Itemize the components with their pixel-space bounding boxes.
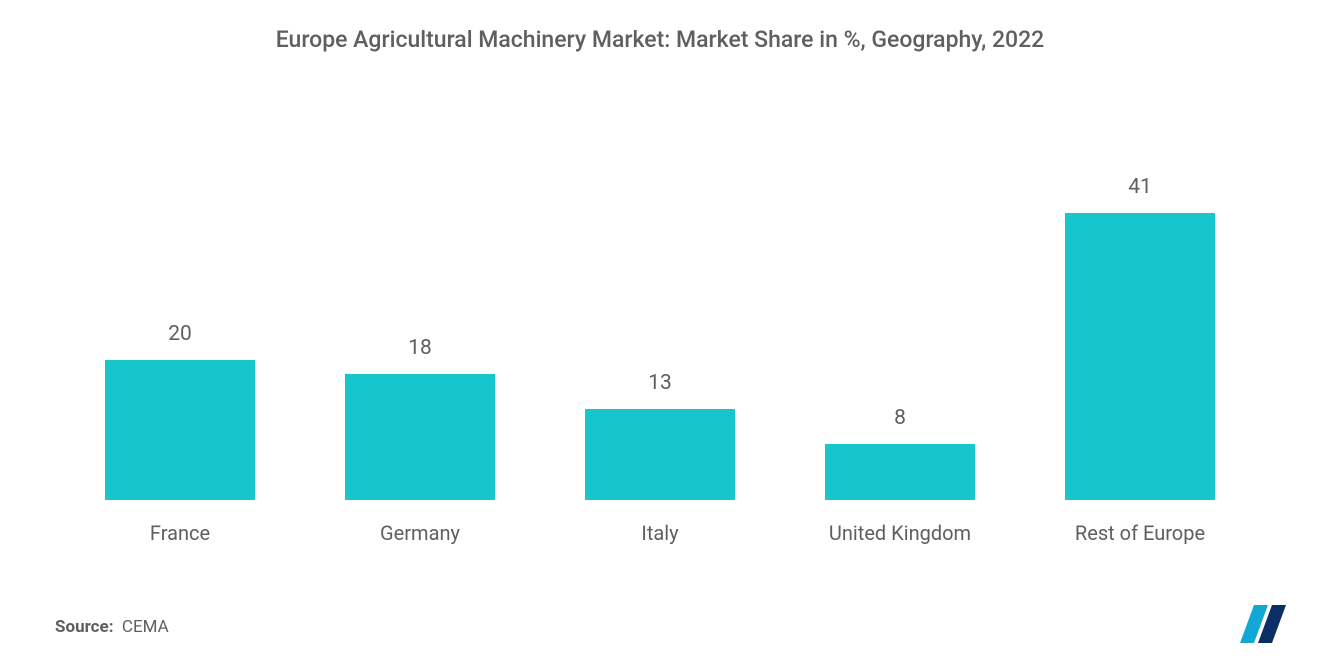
x-axis-label: United Kingdom xyxy=(780,521,1020,545)
bar-value-label: 18 xyxy=(408,336,432,360)
bar-rect xyxy=(105,360,255,500)
bar-value-label: 8 xyxy=(894,406,906,430)
bar-slot: 13 xyxy=(540,80,780,500)
bar-value-label: 20 xyxy=(168,322,192,346)
x-axis-label: France xyxy=(60,521,300,545)
x-axis-label: Italy xyxy=(540,521,780,545)
bar-slot: 8 xyxy=(780,80,1020,500)
bar-value-label: 13 xyxy=(648,371,672,395)
x-axis-labels: FranceGermanyItalyUnited KingdomRest of … xyxy=(60,521,1260,545)
bar-rect xyxy=(345,374,495,500)
bar-slot: 20 xyxy=(60,80,300,500)
source-text: CEMA xyxy=(122,617,169,637)
bar-rect xyxy=(1065,213,1215,500)
x-axis-label: Rest of Europe xyxy=(1020,521,1260,545)
brand-logo xyxy=(1234,605,1290,643)
bar-value-label: 41 xyxy=(1128,175,1152,199)
source-label: Source: xyxy=(55,617,113,637)
bar-rect xyxy=(585,409,735,500)
x-axis-label: Germany xyxy=(300,521,540,545)
bar-slot: 18 xyxy=(300,80,540,500)
chart-title: Europe Agricultural Machinery Market: Ma… xyxy=(0,0,1320,53)
source-attribution: Source: CEMA xyxy=(55,617,169,637)
bar-rect xyxy=(825,444,975,500)
bar-slot: 41 xyxy=(1020,80,1260,500)
chart-plot-area: 20 18 13 8 41 xyxy=(60,80,1260,500)
